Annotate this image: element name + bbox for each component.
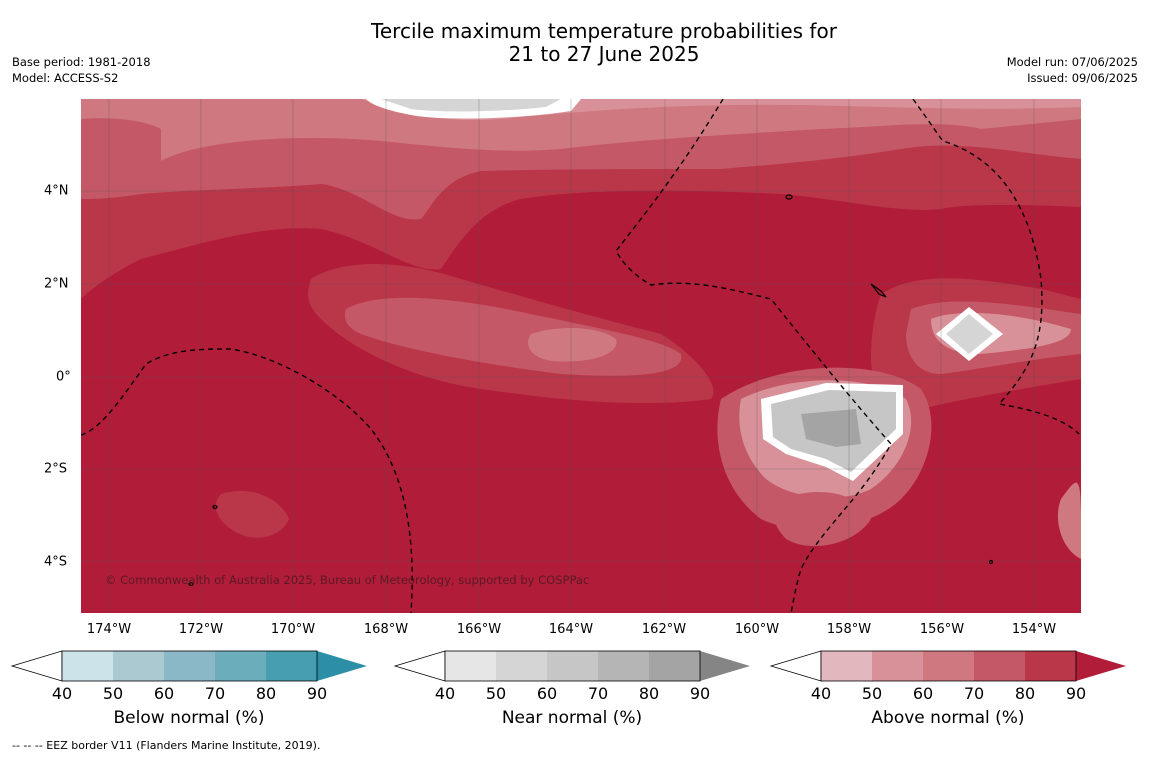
region-near-80-south [801, 409, 861, 447]
colorbar-tick: 50 [861, 684, 883, 703]
colorbar-below-segment-5 [266, 651, 317, 681]
lon-label-158w: 158°W [826, 622, 872, 637]
colorbar-tick: 50 [485, 684, 507, 703]
colorbar-near-segment-4 [598, 651, 649, 681]
lon-label-168w: 168°W [363, 622, 409, 637]
colorbar-above-normal [769, 650, 1126, 682]
issued-text: Issued: 09/06/2025 [1027, 71, 1138, 85]
lat-label-0: 0° [56, 369, 71, 385]
region-above-60-edge [1057, 482, 1081, 559]
colorbar-tick: 90 [1065, 684, 1087, 703]
eez-borders [81, 99, 1080, 613]
region-above-60-north [81, 99, 1081, 161]
grid-lines [81, 99, 1081, 613]
islands [188, 194, 994, 587]
colorbar-tick: 80 [1014, 684, 1036, 703]
colorbar-tick: 90 [306, 684, 328, 703]
colorbar-below-segment-1 [62, 651, 113, 681]
colorbar-tick: 60 [912, 684, 934, 703]
colorbar-near-segment-2 [496, 651, 547, 681]
colorbar-below-segment-2 [113, 651, 164, 681]
colorbar-tick: 70 [204, 684, 226, 703]
copyright-text: © Commonwealth of Australia 2025, Bureau… [105, 573, 589, 587]
colorbar-below-normal [10, 650, 367, 682]
lon-label-172w: 172°W [178, 622, 224, 637]
colorbars-svg [10, 650, 1126, 682]
lat-label-2s: 2°S [44, 461, 68, 477]
colorbar-above-segment-2 [872, 651, 923, 681]
model-text: Model: ACCESS-S2 [12, 71, 119, 85]
lat-label-4s: 4°S [44, 554, 68, 570]
colorbar-above-segment-1 [821, 651, 872, 681]
colorbar-tick: 70 [963, 684, 985, 703]
colorbar-near-segment-6 [700, 651, 750, 681]
colorbar-tick: 70 [587, 684, 609, 703]
colorbar-tick: 80 [638, 684, 660, 703]
colorbar-near-label: Near normal (%) [501, 708, 643, 728]
colorbar-above-segment-4 [974, 651, 1025, 681]
colorbar-tick: 40 [51, 684, 73, 703]
map-svg: © Commonwealth of Australia 2025, Bureau… [81, 99, 1081, 613]
meta-right: Model run: 07/06/2025 Issued: 09/06/2025 [1007, 54, 1138, 86]
meta-left: Base period: 1981-2018 Model: ACCESS-S2 [12, 54, 151, 86]
region-near-top [381, 99, 561, 112]
base-period-text: Base period: 1981-2018 [12, 55, 151, 69]
colorbar-tick: 90 [689, 684, 711, 703]
colorbar-above-label: Above normal (%) [871, 708, 1025, 728]
colorbar-below-segment-4 [215, 651, 266, 681]
lon-label-154w: 154°W [1011, 622, 1057, 637]
colorbar-above-segment-6 [1076, 651, 1126, 681]
colorbar-near-normal [393, 650, 750, 682]
lon-label-162w: 162°W [641, 622, 687, 637]
region-near-east [946, 314, 993, 354]
lat-label-2n: 2°N [44, 276, 69, 292]
colorbar-above-segment-5 [1025, 651, 1076, 681]
region-above-80-sw [215, 490, 289, 538]
lon-label-156w: 156°W [919, 622, 965, 637]
colorbar-tick: 50 [102, 684, 124, 703]
colorbar-tick: 80 [255, 684, 277, 703]
colorbar-below-segment-3 [164, 651, 215, 681]
colorbar-near-segment-5 [649, 651, 700, 681]
colorbar-tick: 60 [153, 684, 175, 703]
eez-footnote: -- -- -- EEZ border V11 (Flanders Marine… [12, 739, 321, 752]
lon-label-166w: 166°W [456, 622, 502, 637]
probability-map: © Commonwealth of Australia 2025, Bureau… [81, 99, 1081, 613]
chart-title-line2: 21 to 27 June 2025 [508, 42, 700, 66]
colorbar-tick: 40 [434, 684, 456, 703]
lon-label-170w: 170°W [270, 622, 316, 637]
colorbar-above-segment-3 [923, 651, 974, 681]
lat-label-4n: 4°N [44, 183, 69, 199]
colorbar-tick: 40 [810, 684, 832, 703]
lon-label-174w: 174°W [86, 622, 132, 637]
lon-label-160w: 160°W [734, 622, 780, 637]
region-above-60-central [528, 327, 617, 362]
region-above-70-se [774, 491, 871, 547]
colorbar-near-segment-3 [547, 651, 598, 681]
colorbar-tick: 60 [536, 684, 558, 703]
colorbar-below-label: Below normal (%) [113, 708, 265, 728]
lon-label-164w: 164°W [548, 622, 594, 637]
colorbar-below-segment-6 [317, 651, 367, 681]
model-run-text: Model run: 07/06/2025 [1006, 55, 1138, 69]
chart-title-line1: Tercile maximum temperature probabilitie… [371, 19, 837, 43]
colorbar-near-segment-1 [445, 651, 496, 681]
